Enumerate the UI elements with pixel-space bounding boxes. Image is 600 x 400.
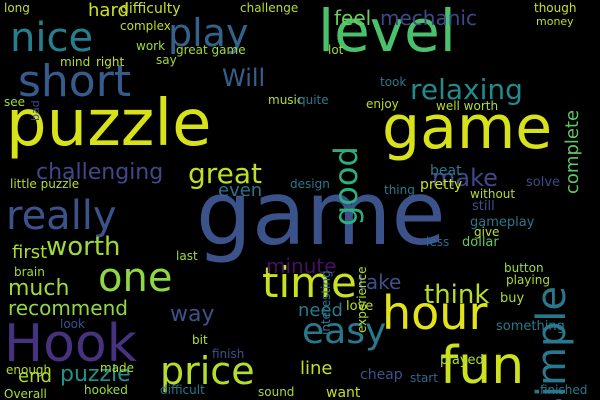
- word-last: last: [176, 249, 198, 263]
- word-much: much: [8, 276, 70, 301]
- word-game-top: game: [382, 93, 553, 163]
- word-cheap: cheap: [360, 367, 403, 383]
- word-worth: worth: [46, 232, 121, 262]
- word-right: right: [96, 55, 125, 69]
- word-make: make: [432, 164, 498, 192]
- word-level: level: [318, 0, 456, 65]
- word-complete: complete: [562, 109, 583, 194]
- word-beat: beat: [430, 163, 462, 179]
- word-hour: hour: [382, 286, 488, 340]
- word-challenging: challenging: [36, 160, 164, 185]
- word-look: look: [60, 317, 85, 331]
- word-give: give: [474, 225, 500, 239]
- word-way: way: [170, 302, 215, 327]
- word-bad: bad: [29, 100, 42, 121]
- word-easy: easy: [302, 311, 387, 352]
- word-relaxing: relaxing: [410, 73, 523, 106]
- word-enjoy: enjoy: [366, 97, 399, 111]
- word-challenge: challenge: [240, 1, 299, 15]
- word-work: work: [136, 39, 166, 53]
- word-even: even: [218, 180, 263, 201]
- word-love: love: [346, 299, 374, 314]
- word-enough: enough: [6, 363, 52, 377]
- word-price: price: [160, 349, 255, 393]
- word-take: take: [358, 270, 402, 294]
- word-puzzle: puzzle: [6, 87, 212, 161]
- word-gameplay: gameplay: [470, 215, 535, 230]
- word-play: play: [168, 11, 249, 55]
- word-button: button: [504, 261, 544, 275]
- word-one: one: [98, 255, 173, 301]
- word-bit: bit: [192, 333, 208, 347]
- word-overall: Overall: [4, 387, 47, 400]
- word-playing: playing: [506, 273, 550, 287]
- word-nice: nice: [10, 15, 94, 61]
- word-end: end: [18, 366, 52, 387]
- word-short: short: [18, 56, 132, 107]
- word-finished: finished: [540, 383, 588, 397]
- word-less: less: [426, 235, 450, 249]
- word-say: say: [156, 53, 177, 67]
- word-game-big: game: [196, 162, 446, 265]
- word-design: design: [290, 177, 330, 191]
- word-interesting: interesting: [319, 270, 333, 335]
- word-fun: fun: [440, 336, 525, 396]
- word-see: see: [4, 95, 26, 109]
- word-pretty: pretty: [420, 177, 463, 193]
- word-hard: hard: [88, 0, 129, 21]
- word-little-puzzle: little puzzle: [10, 177, 80, 191]
- word-line: line: [300, 358, 333, 379]
- word-difficulty: difficulty: [120, 1, 181, 17]
- word-really: really: [6, 193, 117, 239]
- word-first: first: [12, 242, 48, 263]
- word-time: time: [262, 258, 357, 307]
- word-though: though: [534, 1, 577, 15]
- word-well-worth: well worth: [436, 99, 499, 113]
- word-hook: Hook: [4, 314, 137, 374]
- word-took: took: [380, 75, 407, 89]
- word-mind: mind: [60, 55, 91, 69]
- word-dollar: dollar: [462, 235, 499, 250]
- word-start: start: [410, 371, 438, 385]
- word-buy: buy: [500, 291, 525, 306]
- word-finish: finish: [212, 347, 245, 361]
- word-great: great: [188, 157, 263, 190]
- word-experience: experience: [355, 266, 369, 333]
- word-will: Will: [222, 64, 266, 92]
- word-sound: sound: [258, 385, 295, 399]
- word-good: good: [327, 146, 365, 226]
- word-solve: solve: [526, 175, 561, 190]
- word-feel: feel: [334, 6, 372, 30]
- word-puzzle-sm: puzzle: [60, 362, 131, 387]
- word-made: made: [100, 361, 135, 375]
- word-long: long: [4, 1, 30, 15]
- word-money: money: [536, 15, 574, 28]
- word-quite: quite: [298, 93, 329, 107]
- word-mechanic: mechanic: [380, 6, 477, 30]
- word-difficult: difficult: [160, 383, 205, 397]
- word-need: need: [298, 300, 343, 321]
- word-minute: minute: [266, 254, 337, 278]
- word-something: something: [496, 319, 565, 334]
- word-great-game: great game: [176, 43, 246, 57]
- word-lot: lot: [328, 43, 344, 57]
- word-think: think: [424, 280, 490, 310]
- word-without: without: [470, 187, 516, 201]
- word-recommend: recommend: [8, 296, 128, 320]
- word-hooked: hooked: [84, 383, 128, 397]
- word-music: music: [268, 93, 304, 107]
- word-want: want: [326, 385, 361, 400]
- word-played: played: [440, 353, 484, 368]
- word-complex: complex: [120, 19, 171, 33]
- word-thing: thing: [384, 183, 415, 197]
- word-still: still: [472, 199, 495, 214]
- word-brain: brain: [14, 265, 45, 279]
